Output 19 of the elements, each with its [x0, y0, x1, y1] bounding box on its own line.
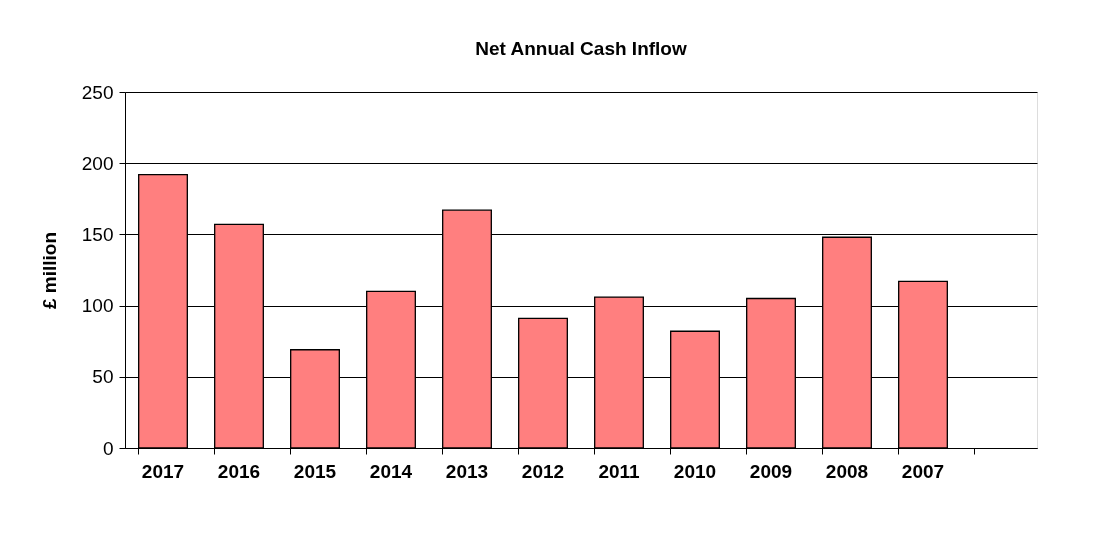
y-tick-label: 0	[102, 437, 114, 459]
x-tick-label: 2013	[445, 460, 489, 482]
x-tick-label: 2009	[749, 460, 793, 482]
x-tick-label: 2007	[901, 460, 945, 482]
y-tick-label: 150	[81, 223, 114, 245]
y-tick-label: 100	[81, 295, 114, 317]
y-tick-label: 200	[81, 152, 114, 174]
y-axis-title: £ million	[38, 231, 60, 310]
x-tick-label: 2017	[141, 460, 185, 482]
x-tick-label: 2015	[293, 460, 337, 482]
x-tick-label: 2012	[521, 460, 565, 482]
y-tick-label: 250	[81, 81, 114, 103]
x-tick-label: 2008	[825, 460, 869, 482]
x-tick-label: 2016	[217, 460, 261, 482]
x-tick-label: 2010	[673, 460, 717, 482]
x-tick-label: 2014	[369, 460, 413, 482]
x-tick-label: 2011	[598, 460, 641, 482]
chart-title: Net Annual Cash Inflow	[475, 38, 687, 59]
y-tick-label: 50	[92, 366, 114, 388]
